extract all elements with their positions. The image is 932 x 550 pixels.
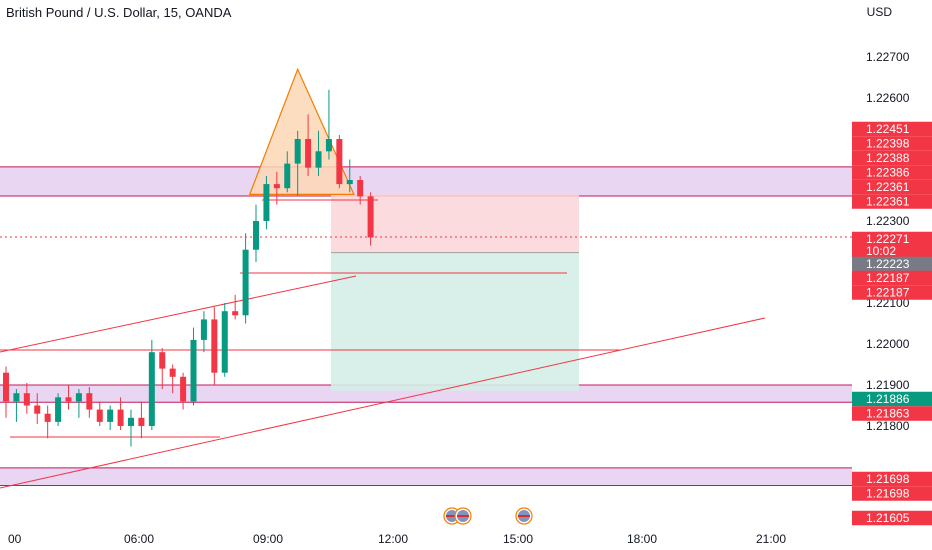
candle-body bbox=[367, 196, 374, 238]
upper-trend-line bbox=[0, 275, 357, 353]
price-badge bbox=[852, 510, 932, 526]
chart-title: British Pound / U.S. Dollar, 15, OANDA bbox=[6, 5, 232, 20]
candle-body bbox=[253, 221, 260, 250]
x-tick-label: 12:00 bbox=[378, 532, 408, 546]
price-badge bbox=[852, 256, 932, 272]
candle-body bbox=[75, 393, 82, 402]
candle-body bbox=[86, 393, 93, 410]
price-badge-label: 1.22187 bbox=[866, 271, 910, 285]
price-badge-label: 1.22187 bbox=[866, 286, 910, 300]
candle-body bbox=[190, 339, 197, 402]
x-tick-label: 18:00 bbox=[627, 532, 657, 546]
y-tick-label: 1.21900 bbox=[866, 378, 910, 392]
candle-body bbox=[305, 139, 312, 168]
x-tick-label: 21:00 bbox=[756, 532, 786, 546]
candle-body bbox=[34, 405, 41, 414]
candle-body bbox=[65, 397, 72, 402]
price-badge bbox=[852, 270, 932, 286]
candle-body bbox=[148, 352, 155, 426]
candle-body bbox=[232, 311, 239, 316]
price-badge bbox=[852, 471, 932, 487]
candle-body bbox=[357, 180, 364, 197]
price-badge-label: 1.21698 bbox=[866, 472, 910, 486]
x-tick-label: 15:00 bbox=[503, 532, 533, 546]
y-tick-label: 1.22700 bbox=[866, 50, 910, 64]
price-badge bbox=[852, 121, 932, 137]
candle-body bbox=[44, 413, 51, 422]
price-badge-label: 1.22388 bbox=[866, 151, 910, 165]
price-badge bbox=[852, 243, 932, 259]
price-badge-label: 1.22223 bbox=[866, 257, 910, 271]
price-badge bbox=[852, 391, 932, 407]
candle-body bbox=[336, 139, 343, 185]
candle-body bbox=[242, 249, 249, 316]
price-badge-label: 1.22361 bbox=[866, 195, 910, 209]
candle-body bbox=[23, 393, 30, 406]
candle-body bbox=[221, 311, 228, 373]
candle-body bbox=[159, 352, 166, 369]
candle-body bbox=[346, 180, 353, 185]
candle-body bbox=[211, 319, 218, 373]
head-pattern-triangle bbox=[248, 67, 355, 195]
candle-body bbox=[13, 393, 20, 402]
price-badge bbox=[852, 406, 932, 421]
candle-body bbox=[55, 397, 62, 422]
candle-body bbox=[315, 151, 322, 168]
candle-body bbox=[263, 184, 270, 221]
x-tick-label: 06:00 bbox=[124, 532, 154, 546]
candle-body bbox=[284, 163, 291, 189]
candle-body bbox=[273, 184, 280, 189]
price-badge bbox=[852, 136, 932, 151]
candle-body bbox=[117, 409, 124, 426]
x-tick-label: 00 bbox=[8, 532, 22, 546]
take-profit-zone bbox=[331, 252, 579, 391]
currency-label: USD bbox=[866, 5, 892, 19]
price-badge bbox=[852, 150, 932, 166]
price-badge bbox=[852, 285, 932, 300]
lower-trend-line bbox=[0, 317, 766, 489]
candle-body bbox=[294, 139, 301, 164]
resistance-zone bbox=[0, 166, 852, 196]
price-badge-label: 1.22398 bbox=[866, 137, 910, 151]
x-tick-label: 09:00 bbox=[253, 532, 283, 546]
candle-body bbox=[128, 417, 134, 426]
candle-body bbox=[138, 417, 145, 426]
price-badge-label: 1.21886 bbox=[866, 392, 910, 406]
price-badge bbox=[852, 486, 932, 501]
y-tick-label: 1.22000 bbox=[866, 337, 910, 351]
price-badge-label: 1.22361 bbox=[866, 180, 910, 194]
us-flag-icon bbox=[454, 507, 472, 525]
us-flag-icon bbox=[515, 507, 533, 525]
price-badge-label: 1.22271 bbox=[866, 232, 910, 246]
price-badge bbox=[852, 194, 932, 209]
price-badge-label: 10:02 bbox=[866, 244, 896, 258]
candle-body bbox=[2, 372, 9, 402]
price-badge bbox=[852, 179, 932, 195]
candle-body bbox=[169, 368, 176, 377]
price-badge-label: 1.22386 bbox=[866, 166, 910, 180]
candle-body bbox=[96, 409, 103, 422]
y-tick-label: 1.21800 bbox=[866, 419, 910, 433]
price-badge-label: 1.21698 bbox=[866, 487, 910, 501]
price-badge bbox=[852, 165, 932, 180]
price-badge-label: 1.21605 bbox=[866, 511, 910, 525]
price-badge-label: 1.22451 bbox=[866, 122, 910, 136]
candle-body bbox=[325, 139, 332, 152]
price-badge-label: 1.21863 bbox=[866, 407, 910, 421]
y-tick-label: 1.22600 bbox=[866, 91, 910, 105]
price-badge bbox=[852, 231, 932, 247]
lower-zone bbox=[0, 467, 852, 486]
candle-body bbox=[107, 409, 114, 422]
y-tick-label: 1.22300 bbox=[866, 214, 910, 228]
candle-body bbox=[200, 319, 207, 340]
candle-body bbox=[180, 376, 187, 402]
